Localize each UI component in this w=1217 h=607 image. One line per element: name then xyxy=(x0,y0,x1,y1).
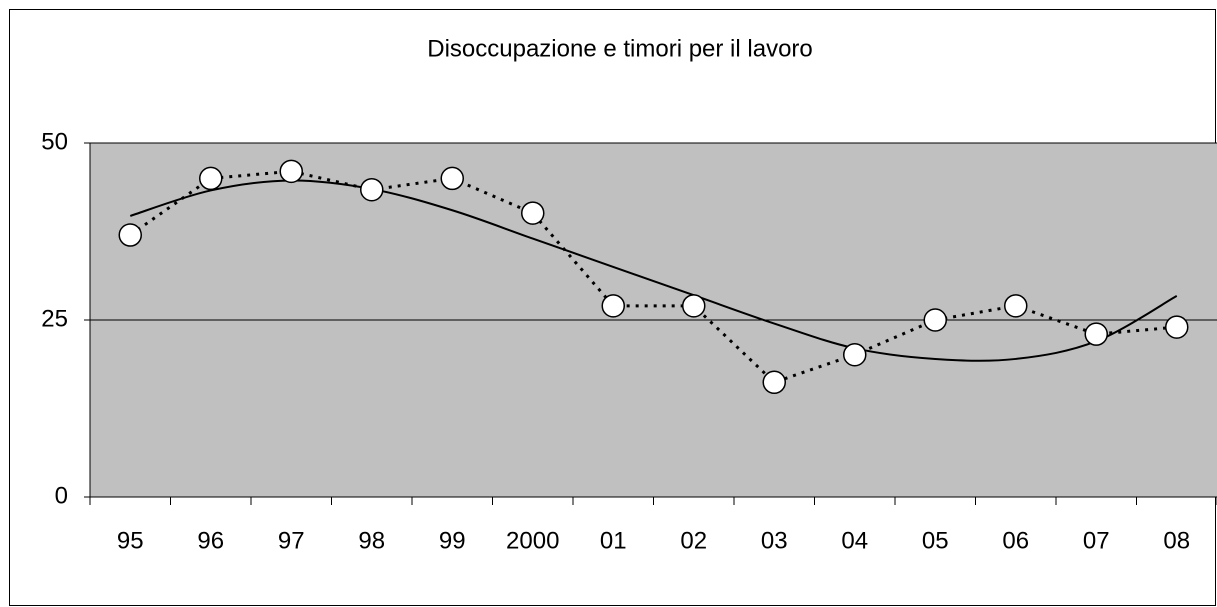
x-tick-label: 98 xyxy=(358,527,385,554)
x-tick-label: 04 xyxy=(841,527,868,554)
data-marker xyxy=(1004,294,1028,318)
data-marker xyxy=(360,177,384,202)
y-tick-label: 50 xyxy=(41,128,68,155)
x-tick-label: 01 xyxy=(600,527,627,554)
data-marker xyxy=(118,223,142,247)
x-tick-label: 99 xyxy=(439,527,466,554)
x-tick-label: 05 xyxy=(922,527,949,554)
x-tick-label: 96 xyxy=(197,527,224,554)
data-marker xyxy=(762,370,786,395)
data-marker xyxy=(682,294,706,318)
data-marker xyxy=(199,166,223,191)
x-tick-label: 95 xyxy=(117,527,144,554)
data-marker xyxy=(843,342,867,367)
x-tick-label: 97 xyxy=(278,527,305,554)
data-marker xyxy=(279,159,303,184)
x-tick-label: 08 xyxy=(1163,527,1190,554)
data-marker xyxy=(1165,315,1189,339)
chart-title: Disoccupazione e timori per il lavoro xyxy=(427,35,813,62)
data-marker xyxy=(521,201,545,225)
data-marker xyxy=(1084,322,1108,346)
x-tick-label: 07 xyxy=(1083,527,1110,554)
data-marker xyxy=(923,308,947,332)
x-tick-label: 06 xyxy=(1002,527,1029,554)
y-tick-label: 25 xyxy=(41,305,68,332)
x-tick-label: 02 xyxy=(680,527,707,554)
x-tick-label: 2000 xyxy=(506,527,559,554)
data-marker xyxy=(601,294,625,318)
y-tick-label: 0 xyxy=(55,482,68,509)
x-tick-label: 03 xyxy=(761,527,788,554)
data-marker xyxy=(440,166,464,191)
